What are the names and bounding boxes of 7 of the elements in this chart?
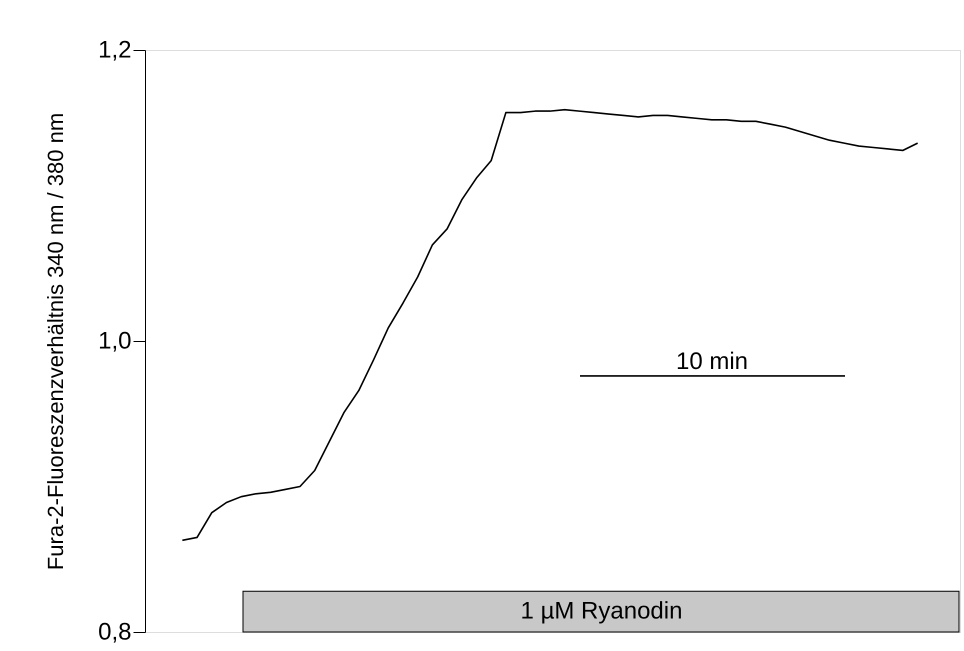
line-series [182, 108, 918, 542]
ref-line-label: 10 min [676, 348, 748, 375]
y-tick-label: 1,0 [98, 328, 132, 354]
y-tick-label: 0,8 [98, 618, 132, 646]
y-axis-title: Fura-2-Fluoreszenzverhältnis 340 nm / 380 nm [43, 112, 68, 570]
band-label: 1 µM Ryanodin [520, 598, 682, 625]
y-tick-label: 1,2 [98, 36, 132, 64]
